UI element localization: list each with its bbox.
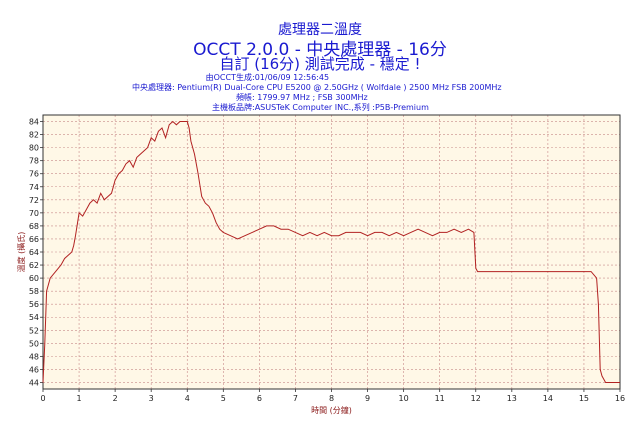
- x-tick-label: 12: [471, 394, 481, 403]
- x-tick-label: 16: [615, 394, 625, 403]
- y-tick-label: 60: [29, 274, 39, 283]
- x-tick-label: 9: [365, 394, 370, 403]
- test-status: 自訂 (16分) 測試完成 - 穩定 !: [219, 55, 421, 73]
- info-generated-key: 由OCCT生成: [205, 73, 252, 82]
- tick-labels: 4446485052545658606264666870727476788082…: [29, 118, 625, 403]
- y-tick-label: 50: [29, 339, 39, 348]
- plot-frame: [42, 114, 621, 390]
- info-cpu-key: 中央處理器: [132, 83, 172, 92]
- x-tick-label: 6: [257, 394, 262, 403]
- y-tick-label: 46: [29, 365, 39, 374]
- y-tick-label: 48: [29, 352, 39, 361]
- y-tick-label: 68: [29, 222, 39, 231]
- y-tick-label: 52: [29, 326, 39, 335]
- y-tick-label: 74: [29, 183, 39, 192]
- info-motherboard-key: 主機板品牌: [212, 103, 252, 112]
- info-frequency-value: : 1799.97 MHz ; FSB 300MHz: [252, 93, 368, 102]
- y-tick-label: 58: [29, 287, 39, 296]
- x-tick-label: 0: [40, 394, 45, 403]
- y-tick-label: 64: [29, 248, 39, 257]
- y-tick-label: 66: [29, 235, 39, 244]
- info-cpu-value: : Pentium(R) Dual-Core CPU E5200 @ 2.50G…: [172, 83, 502, 92]
- x-tick-label: 11: [435, 394, 445, 403]
- y-tick-label: 84: [29, 118, 39, 127]
- y-tick-label: 82: [29, 131, 39, 140]
- info-motherboard-value: :ASUSTeK Computer INC.,系列 :P5B-Premium: [252, 103, 429, 112]
- y-tick-label: 54: [29, 313, 39, 322]
- chart-title: OCCT 2.0.0 - 中央處理器 - 16分: [193, 40, 447, 60]
- axes: [40, 114, 621, 392]
- y-tick-label: 76: [29, 170, 39, 179]
- x-tick-label: 1: [77, 394, 82, 403]
- y-tick-label: 78: [29, 157, 39, 166]
- y-tick-label: 70: [29, 209, 39, 218]
- x-tick-label: 13: [507, 394, 517, 403]
- y-tick-label: 44: [29, 378, 39, 387]
- y-tick-label: 62: [29, 261, 39, 270]
- y-tick-label: 72: [29, 196, 39, 205]
- x-tick-label: 5: [221, 394, 226, 403]
- info-generated-value: :01/06/09 12:56:45: [252, 73, 330, 82]
- x-tick-label: 8: [329, 394, 334, 403]
- x-tick-label: 15: [579, 394, 589, 403]
- temperature-series-line: [42, 120, 620, 383]
- chart-subtitle: 處理器二溫度: [278, 22, 362, 38]
- y-tick-label: 80: [29, 144, 39, 153]
- y-tick-label: 56: [29, 300, 39, 309]
- y-axis-label: 溫度 (攝氏): [16, 232, 26, 273]
- x-tick-label: 4: [185, 394, 190, 403]
- x-tick-label: 2: [113, 394, 118, 403]
- x-tick-label: 14: [543, 394, 553, 403]
- info-frequency-key: 頻帳: [236, 93, 252, 102]
- x-tick-label: 10: [399, 394, 409, 403]
- x-tick-label: 3: [149, 394, 154, 403]
- x-tick-label: 7: [293, 394, 298, 403]
- grid: [42, 115, 621, 389]
- x-axis-label: 時間 (分鐘): [311, 405, 352, 415]
